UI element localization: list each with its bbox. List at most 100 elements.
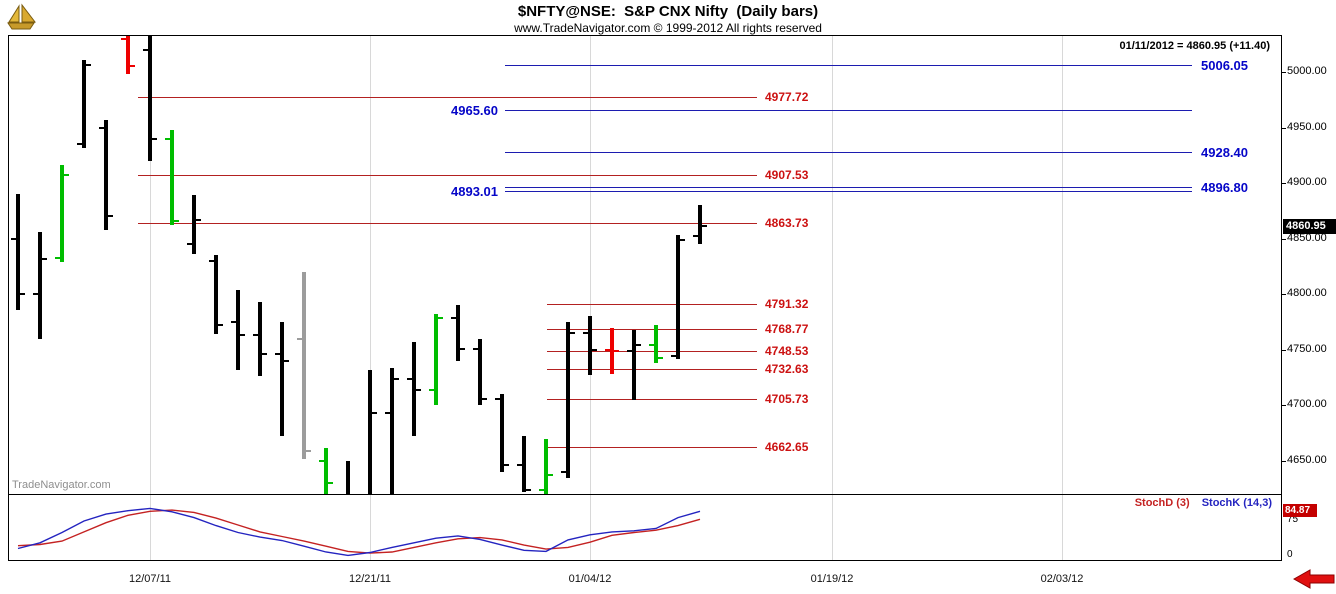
price-bar-open-tick xyxy=(385,412,390,415)
level-line[interactable] xyxy=(547,398,757,400)
price-axis-label: 4700.00 xyxy=(1287,398,1327,411)
price-axis-label: 4950.00 xyxy=(1287,120,1327,133)
level-line[interactable] xyxy=(138,174,757,176)
main-chart-panel[interactable]: 5006.05 4977.72 4965.60 4928.40 4907.53 4896.… xyxy=(9,36,1281,494)
level-line[interactable] xyxy=(505,110,1192,112)
price-bar-close-tick xyxy=(108,215,113,218)
price-bar-close-tick xyxy=(328,482,333,485)
price-bar[interactable] xyxy=(104,119,108,230)
time-axis-label: 12/21/11 xyxy=(348,573,391,585)
level-line[interactable] xyxy=(547,328,757,330)
level-line[interactable] xyxy=(547,303,757,305)
level-line[interactable] xyxy=(505,186,1192,188)
price-bar-close-tick xyxy=(416,388,421,391)
level-line[interactable] xyxy=(138,96,757,98)
price-bar-open-tick xyxy=(605,348,610,351)
price-bar-open-tick xyxy=(231,320,236,323)
price-bar[interactable] xyxy=(38,231,42,339)
time-axis-label: 02/03/12 xyxy=(1040,573,1084,585)
price-bar[interactable] xyxy=(126,36,130,75)
price-axis-tick xyxy=(1282,238,1286,240)
last-price-readout: 01/11/2012 = 4860.95 (+11.40) xyxy=(1119,40,1270,52)
price-bar-close-tick xyxy=(174,219,179,222)
price-bar-open-tick xyxy=(253,334,258,337)
price-bar[interactable] xyxy=(258,301,262,377)
price-bar-close-tick xyxy=(306,449,311,452)
price-bar[interactable] xyxy=(588,316,592,376)
price-bar[interactable] xyxy=(60,165,64,262)
price-bar-open-tick xyxy=(671,355,676,358)
price-bar[interactable] xyxy=(522,436,526,492)
price-bar-open-tick xyxy=(297,337,302,340)
vertical-gridline xyxy=(150,495,151,560)
price-bar[interactable] xyxy=(280,321,284,437)
price-bar-open-tick xyxy=(539,488,544,491)
level-line[interactable] xyxy=(547,369,757,371)
price-bar[interactable] xyxy=(236,289,240,370)
level-line[interactable] xyxy=(547,446,757,448)
price-bar[interactable] xyxy=(390,367,394,494)
level-line[interactable] xyxy=(505,190,1192,192)
level-label: 4662.65 xyxy=(765,439,809,454)
price-bar-open-tick xyxy=(649,344,654,347)
level-label: 4732.63 xyxy=(765,362,809,377)
stoch-d-line xyxy=(17,509,701,554)
price-bar[interactable] xyxy=(192,195,196,255)
price-bar[interactable] xyxy=(654,325,658,364)
price-bar[interactable] xyxy=(170,129,174,226)
price-bar-open-tick xyxy=(33,293,38,296)
vertical-gridline xyxy=(832,495,833,560)
price-bar-close-tick xyxy=(152,137,157,140)
chart-title: $NFTY@NSE: S&P CNX Nifty (Daily bars) xyxy=(517,3,819,20)
price-bar[interactable] xyxy=(566,321,570,478)
stoch-panel[interactable] xyxy=(9,495,1281,560)
price-axis-label: 4800.00 xyxy=(1287,287,1327,300)
price-bar[interactable] xyxy=(368,369,372,494)
level-line[interactable] xyxy=(505,65,1192,67)
price-bar[interactable] xyxy=(434,314,438,406)
price-bar[interactable] xyxy=(632,329,636,400)
price-bar-open-tick xyxy=(429,388,434,391)
price-bar-open-tick xyxy=(693,235,698,238)
price-bar-open-tick xyxy=(143,48,148,51)
level-label: 5006.05 xyxy=(1201,58,1248,74)
price-bar[interactable] xyxy=(676,235,680,359)
level-label: 4965.60 xyxy=(451,103,498,119)
price-bar[interactable] xyxy=(456,305,460,361)
price-bar-open-tick xyxy=(495,397,500,400)
price-bar[interactable] xyxy=(478,338,482,406)
vertical-gridline xyxy=(1062,36,1063,494)
price-bar-open-tick xyxy=(583,332,588,335)
price-bar[interactable] xyxy=(82,59,86,148)
price-bar[interactable] xyxy=(16,194,20,310)
app-logo-icon xyxy=(7,3,37,30)
panel-separator xyxy=(9,494,1281,495)
stoch-axis-label: 0 xyxy=(1287,549,1293,560)
price-bar-close-tick xyxy=(636,344,641,347)
price-axis-label: 4850.00 xyxy=(1287,231,1327,244)
level-label: 4977.72 xyxy=(765,89,809,104)
level-line[interactable] xyxy=(505,151,1192,153)
price-bar[interactable] xyxy=(500,394,504,472)
price-bar[interactable] xyxy=(698,205,702,245)
price-axis-tick xyxy=(1282,349,1286,351)
price-bar[interactable] xyxy=(148,36,152,161)
level-line[interactable] xyxy=(547,351,757,353)
price-bar-close-tick xyxy=(460,347,465,350)
scroll-left-arrow-button[interactable] xyxy=(1292,568,1336,590)
stochd-legend-label: StochD (3) xyxy=(1134,497,1190,509)
price-bar[interactable] xyxy=(346,460,350,494)
price-bar[interactable] xyxy=(214,255,218,335)
price-bar[interactable] xyxy=(302,271,306,459)
level-line[interactable] xyxy=(138,223,757,225)
chart-border: 5006.05 4977.72 4965.60 4928.40 4907.53 4896.… xyxy=(8,35,1282,561)
price-bar[interactable] xyxy=(412,341,416,437)
price-bar[interactable] xyxy=(544,438,548,494)
price-bar-close-tick xyxy=(284,359,289,362)
price-axis-label: 4750.00 xyxy=(1287,342,1327,355)
price-bar[interactable] xyxy=(610,327,614,375)
level-label: 4896.80 xyxy=(1201,179,1248,195)
price-bar[interactable] xyxy=(324,447,328,494)
vertical-gridline xyxy=(590,495,591,560)
trade-navigator-watermark: TradeNavigator.com xyxy=(12,479,111,491)
